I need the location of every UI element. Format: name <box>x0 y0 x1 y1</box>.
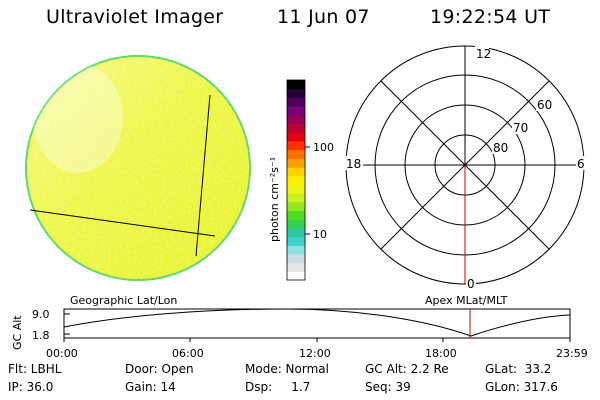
orbit-ytick-bottom: 1.8 <box>32 329 50 342</box>
glat-readout: GLat: 33.2 <box>485 362 552 376</box>
colorbar-strip <box>287 166 305 177</box>
polar-plot <box>345 45 585 285</box>
mlt-label-0: 0 <box>467 277 475 291</box>
colorbar-label-10: 10 <box>313 228 327 241</box>
dsp-readout: Dsp: 1.7 <box>245 380 311 394</box>
colorbar-strip <box>287 106 305 116</box>
ip-readout: IP: 36.0 <box>8 380 54 394</box>
glon-readout: GLon: 317.6 <box>485 380 558 394</box>
colorbar-strip <box>287 271 305 281</box>
orbit-ytick-top: 9.0 <box>32 308 50 321</box>
colorbar-strip <box>287 132 305 142</box>
colorbar-strip <box>287 236 305 246</box>
colorbar-strip <box>287 175 305 185</box>
lat-label-60: 60 <box>537 98 552 112</box>
mlt-label-6: 6 <box>577 157 585 171</box>
door-readout: Door: Open <box>125 362 194 376</box>
colorbar-strip <box>287 149 305 159</box>
colorbar-strip <box>287 184 305 194</box>
seq-readout: Seq: 39 <box>365 380 411 394</box>
mode-readout: Mode: Normal <box>245 362 329 376</box>
colorbar-strip <box>287 201 305 212</box>
colorbar-strip <box>287 245 305 255</box>
orbit-xtick-1800: 18:00 <box>425 347 457 360</box>
orbit-xtick-0000: 00:00 <box>46 347 78 360</box>
orbit-title-left: Geographic Lat/Lon <box>70 294 177 307</box>
colorbar-strip <box>287 227 305 238</box>
parallel-line <box>29 209 216 237</box>
orbit-frame <box>63 308 571 339</box>
colorbar-strip <box>287 262 305 272</box>
colorbar-strip <box>287 97 305 107</box>
orbit-plot: Geographic Lat/Lon Apex MLat/MLT GC Alt … <box>11 294 588 360</box>
instrument-title: Ultraviolet Imager <box>46 6 224 28</box>
meridian-line <box>195 94 211 257</box>
time-label: 19:22:54 UT <box>430 6 551 28</box>
gc-alt-readout: GC Alt: 2.2 Re <box>365 362 449 376</box>
date-label: 11 Jun 07 <box>277 6 370 28</box>
colorbar-strip <box>287 210 305 220</box>
colorbar-strip <box>287 193 305 203</box>
mlt-label-12: 12 <box>476 47 491 61</box>
orbit-xtick-2359: 23:59 <box>556 347 588 360</box>
colorbar-strip <box>287 253 305 264</box>
colorbar: 100 10 photon cm⁻²s⁻¹ <box>268 79 334 281</box>
orbit-ylabel: GC Alt <box>11 315 24 350</box>
colorbar-label-100: 100 <box>313 141 334 154</box>
colorbar-strips <box>287 80 305 281</box>
filter-readout: Flt: LBHL <box>8 362 62 376</box>
lat-label-80: 80 <box>493 141 508 155</box>
colorbar-strip <box>287 80 305 90</box>
colorbar-strip <box>287 123 305 133</box>
disk-texture <box>26 56 250 280</box>
colorbar-strip <box>287 140 305 151</box>
orbit-title-right: Apex MLat/MLT <box>425 294 508 307</box>
auroral-image <box>25 55 251 281</box>
lat-label-70: 70 <box>513 121 528 135</box>
colorbar-strip <box>287 88 305 98</box>
polar-labels: 12 18 6 0 60 70 80 <box>345 46 585 291</box>
gain-readout: Gain: 14 <box>125 380 176 394</box>
colorbar-units: photon cm⁻²s⁻¹ <box>268 157 281 242</box>
mlt-label-18: 18 <box>346 157 361 171</box>
colorbar-strip <box>287 219 305 229</box>
colorbar-strip <box>287 114 305 125</box>
altitude-curve <box>63 308 571 337</box>
orbit-xtick-1200: 12:00 <box>299 347 331 360</box>
orbit-xtick-0600: 06:00 <box>172 347 204 360</box>
colorbar-strip <box>287 158 305 168</box>
